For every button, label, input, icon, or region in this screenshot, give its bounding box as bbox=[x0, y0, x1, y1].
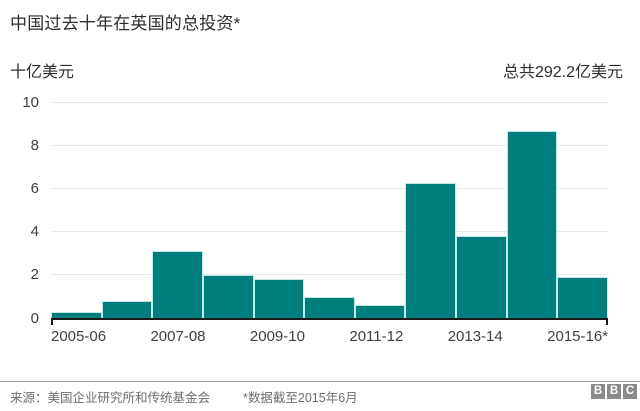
gridline bbox=[51, 274, 608, 275]
y-axis-tick-label: 2 bbox=[30, 266, 39, 283]
bar bbox=[152, 251, 203, 318]
gridline bbox=[51, 231, 608, 232]
y-axis-tick-label: 10 bbox=[22, 94, 39, 111]
gridline bbox=[51, 145, 608, 146]
bbc-logo-block: B bbox=[607, 384, 621, 399]
bar bbox=[51, 311, 102, 318]
bar bbox=[405, 182, 457, 318]
bar bbox=[557, 277, 609, 318]
bar bbox=[506, 130, 558, 318]
x-axis-tick-label: 2013-14 bbox=[447, 328, 503, 345]
bar-chart-plot: 0 2 4 6 8 10 bbox=[22, 94, 609, 327]
bar bbox=[354, 305, 406, 318]
chart-title: 中国过去十年在英国的总投资* bbox=[10, 14, 241, 33]
bar bbox=[304, 296, 355, 318]
x-axis-line bbox=[51, 318, 608, 325]
y-axis-tick-label: 6 bbox=[30, 180, 39, 197]
x-axis-tick-label: 2005-06 bbox=[51, 328, 107, 345]
bar bbox=[202, 275, 254, 318]
bar bbox=[253, 279, 305, 318]
bar-series bbox=[51, 103, 609, 318]
bbc-logo-block: C bbox=[623, 384, 637, 399]
footer: 来源：美国企业研究所和传统基金会 *数据截至2015年6月 bbox=[10, 387, 358, 406]
footnote-text: *数据截至2015年6月 bbox=[243, 391, 358, 405]
bar bbox=[101, 300, 153, 318]
y-axis-unit-label: 十亿美元 bbox=[10, 64, 75, 81]
total-annotation: 总共292.2亿美元 bbox=[502, 64, 623, 81]
gridline bbox=[51, 102, 608, 103]
bbc-logo: B B C bbox=[591, 384, 637, 399]
y-axis-tick-label: 8 bbox=[30, 137, 39, 154]
x-axis-tick-label: 2015-16* bbox=[547, 328, 609, 345]
bbc-logo-block: B bbox=[591, 384, 605, 399]
y-axis-tick-label: 0 bbox=[30, 310, 39, 327]
y-axis-tick-label: 4 bbox=[30, 223, 39, 240]
x-axis-tick-label: 2007-08 bbox=[150, 328, 206, 345]
x-axis-tick-label: 2011-12 bbox=[349, 328, 404, 345]
x-axis-tick-label: 2009-10 bbox=[249, 328, 305, 345]
chart-subheader: 十亿美元 总共292.2亿美元 bbox=[10, 58, 623, 82]
footer-divider bbox=[0, 381, 640, 382]
gridline bbox=[51, 188, 608, 189]
source-text: 来源：美国企业研究所和传统基金会 bbox=[10, 391, 211, 405]
x-axis-tick-labels: 2005-06 2007-08 2009-10 2011-12 2013-14 … bbox=[51, 328, 608, 345]
bar bbox=[456, 236, 507, 318]
